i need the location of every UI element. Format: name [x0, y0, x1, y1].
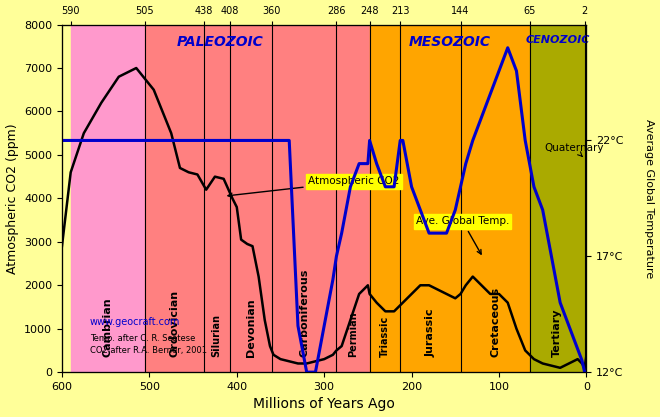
Text: Tertiary: Tertiary [552, 309, 562, 357]
Text: CENOZOIC: CENOZOIC [526, 35, 590, 45]
Text: www.geocraft.com: www.geocraft.com [90, 317, 180, 327]
Text: MESOZOIC: MESOZOIC [409, 35, 490, 50]
Bar [529, 25, 586, 372]
Text: Permian: Permian [348, 311, 358, 357]
Y-axis label: Atmospheric CO2 (ppm): Atmospheric CO2 (ppm) [5, 123, 18, 274]
Text: Carboniferous: Carboniferous [299, 269, 309, 357]
Text: Triassic: Triassic [380, 316, 390, 357]
Text: CO2 after R.A. Berner, 2001: CO2 after R.A. Berner, 2001 [90, 347, 207, 355]
Text: Jurassic: Jurassic [426, 309, 436, 357]
Text: Cambrian: Cambrian [103, 297, 113, 357]
Y-axis label: Average Global Temperature: Average Global Temperature [644, 119, 655, 278]
Text: PALEOZOIC: PALEOZOIC [177, 35, 263, 50]
Text: Atmospheric CO2: Atmospheric CO2 [228, 176, 400, 197]
Text: Devonian: Devonian [246, 298, 256, 357]
Bar [370, 25, 529, 372]
Text: Cretaceous: Cretaceous [490, 287, 500, 357]
Text: Quaternary: Quaternary [544, 143, 604, 156]
Text: Temp. after C. R. Scotese: Temp. after C. R. Scotese [90, 334, 195, 343]
Bar [145, 25, 370, 372]
Bar [71, 25, 145, 372]
X-axis label: Millions of Years Ago: Millions of Years Ago [253, 397, 395, 412]
Text: Ordovician: Ordovician [169, 290, 180, 357]
Text: Ave. Global Temp.: Ave. Global Temp. [416, 216, 510, 254]
Text: Silurian: Silurian [212, 314, 222, 357]
